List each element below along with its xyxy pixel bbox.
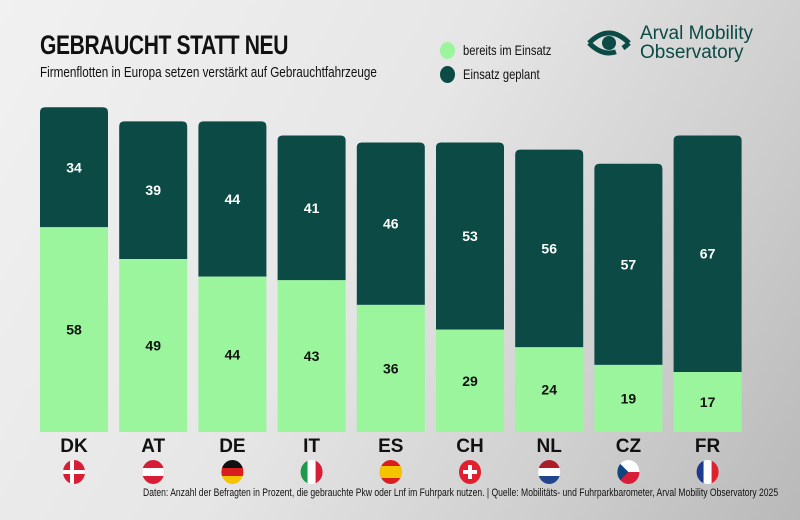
logo-line2: Observatory [640,42,744,63]
bar-bereits-AT [119,259,188,432]
arval-logo: Arval Mobility Observatory [586,24,753,62]
data-label-geplant: 41 [304,200,320,216]
bar-geplant-DK [40,107,108,228]
bar-geplant-ES [356,142,425,305]
data-label-bereits: 29 [462,373,478,389]
data-label-bereits: 44 [225,346,241,362]
switzerland-flag [459,460,481,484]
legend-label: Einsatz geplant [463,66,540,82]
category-label: IT [303,436,320,457]
data-label-bereits: 17 [700,394,716,410]
category-label: DE [219,436,245,457]
data-label-bereits: 24 [541,382,557,398]
legend-item-geplant: Einsatz geplant [440,62,573,86]
bar-geplant-IT [277,135,346,281]
bar-geplant-FR [673,135,742,372]
data-label-bereits: 43 [304,348,320,364]
data-label-geplant: 53 [462,228,478,244]
data-label-geplant: 46 [383,216,399,232]
legend-item-bereits: bereits im Einsatz [440,38,573,62]
bar-bereits-CH [436,329,504,432]
category-label: NL [537,436,563,457]
bar-bereits-DK [40,227,108,432]
data-label-bereits: 19 [621,390,637,406]
bar-bereits-DE [198,276,267,432]
data-label-geplant: 57 [621,256,637,272]
bar-geplant-CH [436,142,504,330]
bar-bereits-ES [356,304,425,432]
bar-geplant-NL [515,149,584,348]
data-label-geplant: 39 [145,182,161,198]
eye-logo-icon [587,30,631,56]
data-label-bereits: 36 [383,360,399,376]
bar-bereits-NL [515,347,584,432]
chart-title: GEBRAUCHT STATT NEU [40,30,289,60]
bar-bereits-FR [673,371,742,432]
data-label-geplant: 44 [225,191,241,207]
austria-flag [142,460,165,484]
category-label: CZ [616,436,642,457]
czech-flag [617,460,640,484]
category-label: FR [695,436,721,457]
category-label: ES [378,436,403,457]
data-label-geplant: 34 [66,159,82,175]
chart-subtitle: Firmenflotten in Europa setzen verstärkt… [40,64,377,81]
legend-swatch-geplant [440,65,455,83]
italy-flag [300,460,323,484]
logo-line1: Arval Mobility [640,23,753,44]
bar-geplant-AT [119,121,188,260]
legend-label: bereits im Einsatz [463,42,552,58]
data-label-bereits: 58 [66,322,82,338]
bar-geplant-DE [198,121,267,277]
category-label: AT [141,436,165,457]
spain-flag [379,460,402,484]
data-label-geplant: 67 [700,246,716,262]
category-label: DK [60,436,88,457]
source-footer: Daten: Anzahl der Befragten in Prozent, … [143,487,779,499]
netherlands-flag [538,460,561,484]
legend-swatch-bereits [440,41,455,59]
category-label: CH [456,436,483,457]
germany-flag [221,460,244,484]
legend: bereits im Einsatz Einsatz geplant [440,38,573,86]
data-label-geplant: 56 [541,240,557,256]
denmark-flag [63,460,85,484]
data-label-bereits: 49 [145,338,161,354]
bar-bereits-IT [277,280,346,432]
bar-geplant-CZ [594,163,663,365]
bar-bereits-CZ [594,364,663,432]
france-flag [696,460,719,484]
